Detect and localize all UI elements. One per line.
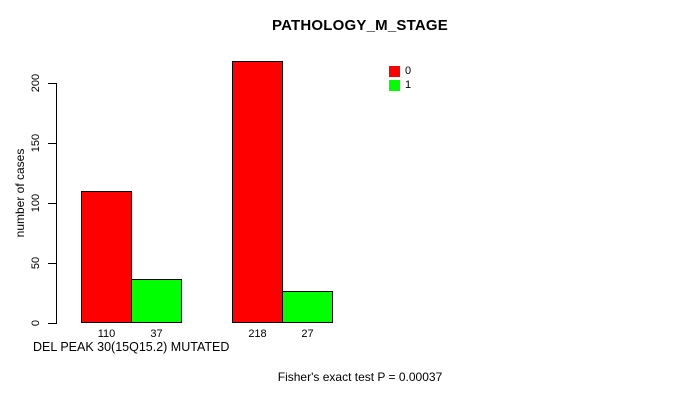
bar-series-1-group-1 [131,279,182,323]
y-tick-label: 150 [30,133,42,153]
fisher-test-note: Fisher's exact test P = 0.00037 [277,370,443,384]
legend-swatch-red [389,66,400,77]
bar-series-1-group-2 [282,291,333,323]
y-tick-label: 0 [30,319,42,327]
y-tick-mark [48,263,56,264]
bar-value-label: 218 [248,328,267,340]
y-tick-label: 200 [30,73,42,93]
chart-title: PATHOLOGY_M_STAGE [272,17,448,34]
legend-entry-0: 0 [389,66,411,77]
y-tick-mark [48,83,56,84]
y-tick-mark [48,143,56,144]
y-tick-label: 100 [30,193,42,213]
y-tick-label: 50 [30,256,42,270]
bar-value-label: 27 [301,328,314,340]
y-axis-title: number of cases [13,148,27,238]
bar-value-label: 37 [150,328,163,340]
y-tick-mark [48,203,56,204]
x-axis-title: DEL PEAK 30(15Q15.2) MUTATED [33,340,230,354]
bar-series-0-group-1 [81,191,132,323]
y-axis-line [56,83,57,324]
legend-swatch-green [389,80,400,91]
legend: 0 1 [389,66,411,94]
legend-entry-1: 1 [389,80,411,91]
y-tick-mark [48,323,56,324]
legend-label-1: 1 [405,79,412,91]
legend-label-0: 0 [405,65,412,77]
bar-series-0-group-2 [232,61,283,323]
bar-value-label: 110 [97,328,116,340]
